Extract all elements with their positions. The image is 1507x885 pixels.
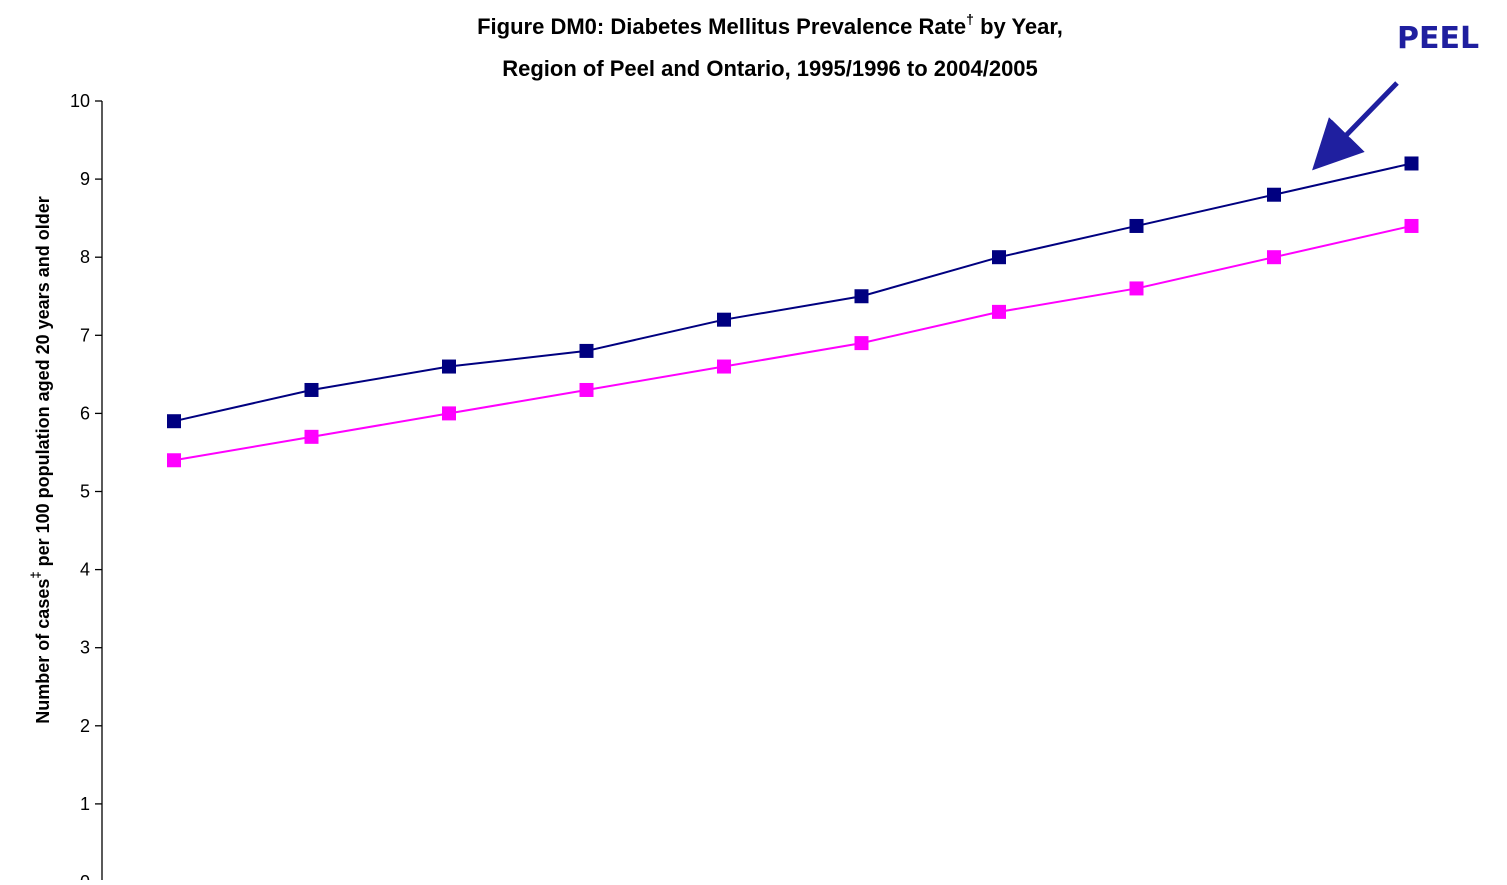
y-tick-label: 6 [80,403,90,423]
series-2-point [167,453,181,468]
series-1-point [992,250,1006,265]
series-2-point [1267,250,1281,265]
series-2-line [173,224,1412,462]
series-2-point [442,406,456,421]
series-1-point [1129,218,1144,233]
series-2-point [854,336,869,351]
y-tick-label: 3 [80,638,90,658]
series-1-point [579,343,594,358]
y-tick-label: 2 [80,716,90,736]
series-2 [167,218,1419,468]
series-1-point [717,312,731,327]
chart-title-line1: Figure DM0: Diabetes Mellitus Prevalence… [477,11,1063,39]
peel-callout-arrow [1312,81,1399,171]
chart-title-line2: Region of Peel and Ontario, 1995/1996 to… [502,56,1038,81]
peel-callout-text: PEEL [1397,21,1479,56]
series-2-point [304,429,319,444]
series-2-point [992,304,1006,319]
axes: 0 1 2 3 4 5 6 7 8 9 10 [70,91,103,885]
series-layer [167,156,1419,468]
series-1 [167,156,1419,429]
series-1-point [304,382,319,397]
y-axis-label: Number of cases‡ per 100 population aged… [28,196,53,723]
y-tick-label: 7 [80,325,90,345]
series-2-point [579,382,594,397]
series-2-point [717,359,731,374]
series-1-point [442,359,456,374]
y-tick-label: 9 [80,169,90,189]
series-2-point [1129,281,1144,296]
y-tick-label: 5 [80,482,90,502]
series-1-point [1267,187,1281,202]
y-tick-label: 4 [80,560,90,580]
y-tick-label: 10 [70,91,90,111]
y-tick-label: 8 [80,247,90,267]
series-1-point [167,414,181,429]
ylabel-double-dagger-sup: ‡ [28,571,43,578]
peel-callout: PEEL [1312,21,1479,171]
series-1-point [1404,156,1419,171]
series-1-point [854,289,869,304]
y-tick-label: 1 [80,794,90,814]
y-tick-label: 0 [80,872,90,880]
series-1-line [173,162,1412,423]
series-2-point [1404,218,1419,233]
title-dagger-sup: † [966,11,974,27]
